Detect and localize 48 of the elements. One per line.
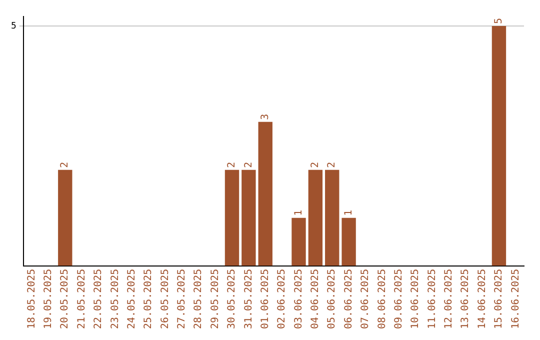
bar <box>325 170 340 266</box>
bar <box>242 170 256 266</box>
bar <box>292 218 306 266</box>
x-tick-label: 21.05.2025 <box>76 268 88 330</box>
data-label: 2 <box>326 162 338 168</box>
x-tick-label: 19.05.2025 <box>43 268 54 330</box>
bar <box>492 26 506 266</box>
bar <box>58 170 72 266</box>
x-tick-label: 31.05.2025 <box>243 268 254 330</box>
x-tick-label: 14.06.2025 <box>476 268 488 330</box>
x-tick-label: 09.06.2025 <box>393 268 404 330</box>
data-label: 2 <box>243 162 254 168</box>
x-tick-label: 10.06.2025 <box>410 268 422 330</box>
x-tick-label: 23.05.2025 <box>110 268 121 330</box>
x-tick-label: 29.05.2025 <box>210 268 221 330</box>
x-tick-label: 11.06.2025 <box>426 268 438 330</box>
x-tick-label: 30.05.2025 <box>226 268 238 330</box>
x-tick-label: 05.06.2025 <box>326 268 338 330</box>
x-tick-label: 02.06.2025 <box>276 268 288 330</box>
x-tick-label: 25.05.2025 <box>143 268 154 330</box>
data-label: 3 <box>260 114 271 120</box>
x-tick-label: 20.05.2025 <box>60 268 71 330</box>
x-tick-label: 16.06.2025 <box>510 268 522 330</box>
bar <box>258 122 272 266</box>
data-label: 5 <box>494 18 505 24</box>
x-tick-label: 08.06.2025 <box>376 268 388 330</box>
x-tick-label: 12.06.2025 <box>444 268 455 330</box>
x-tick-label: 24.05.2025 <box>126 268 138 330</box>
x-tick-label: 13.06.2025 <box>460 268 472 330</box>
bar <box>308 170 323 266</box>
x-tick-label: 03.06.2025 <box>293 268 304 330</box>
data-label: 2 <box>226 162 238 168</box>
x-tick-label: 28.05.2025 <box>193 268 204 330</box>
x-tick-label: 22.05.2025 <box>93 268 104 330</box>
x-tick-label: 15.06.2025 <box>494 268 505 330</box>
data-label: 1 <box>293 210 304 216</box>
x-tick-label: 07.06.2025 <box>360 268 372 330</box>
data-label: 1 <box>343 210 354 216</box>
x-tick-label: 18.05.2025 <box>26 268 38 330</box>
x-tick-label: 26.05.2025 <box>160 268 171 330</box>
x-tick-label: 04.06.2025 <box>310 268 322 330</box>
bar <box>342 218 356 266</box>
bar <box>224 170 240 266</box>
data-label: 2 <box>60 162 71 168</box>
data-label: 2 <box>310 162 322 168</box>
x-tick-label: 27.05.2025 <box>176 268 188 330</box>
x-tick-label: 01.06.2025 <box>260 268 271 330</box>
x-tick-label: 06.06.2025 <box>343 268 354 330</box>
